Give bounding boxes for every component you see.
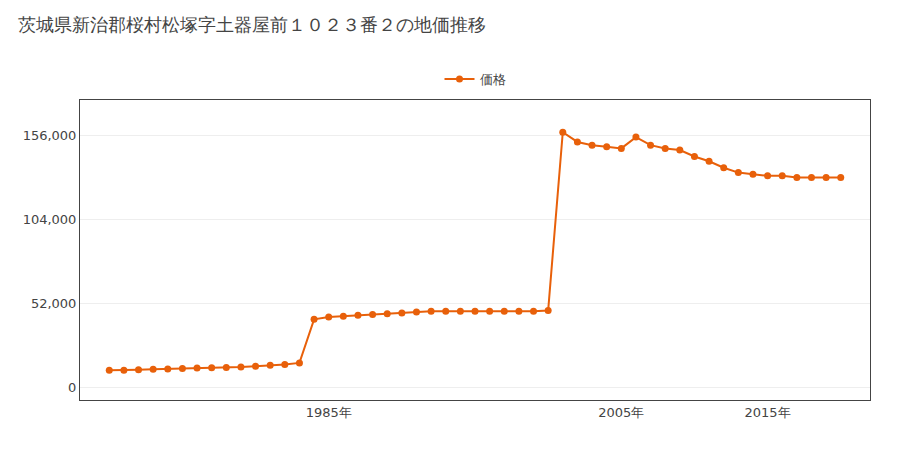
svg-text:1985年: 1985年 <box>306 405 352 420</box>
svg-text:2005年: 2005年 <box>598 405 644 420</box>
svg-text:156,000: 156,000 <box>23 128 77 143</box>
svg-text:価格: 価格 <box>480 72 506 87</box>
svg-text:0: 0 <box>68 380 76 395</box>
svg-text:52,000: 52,000 <box>31 296 77 311</box>
svg-text:茨城県新治郡桜村松塚字土器屋前１０２３番２の地価推移: 茨城県新治郡桜村松塚字土器屋前１０２３番２の地価推移 <box>18 14 486 35</box>
svg-text:104,000: 104,000 <box>23 212 77 227</box>
svg-text:2015年: 2015年 <box>745 405 791 420</box>
